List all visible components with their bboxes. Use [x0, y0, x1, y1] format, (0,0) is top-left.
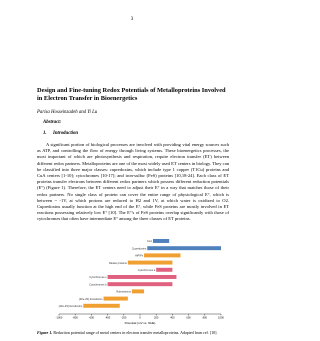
range-bar	[107, 282, 173, 287]
bar-label: HiPIPs	[135, 254, 144, 258]
x-tick-label: 0	[139, 316, 141, 320]
x-tick-label: -1000	[56, 316, 63, 320]
figure: -1000 -800 -600 -400 -200 0 200 400 600 800 1000 Po…	[56, 239, 224, 325]
x-tick-label: -400	[105, 316, 111, 320]
page: {"page_number": "3", "title": "Design an…	[37, 17, 229, 335]
bar-label: [4Fe-4S] ferredoxins	[59, 304, 83, 308]
authors: Parisa Hosseinzadeh and Yi Lu	[37, 110, 98, 115]
section-number: 1.	[43, 131, 47, 136]
x-tick-label: 600	[186, 316, 191, 320]
caption-label: Figure 1.	[37, 330, 53, 335]
range-bar	[152, 239, 170, 243]
x-axis-label: Potential (mV vs. NHE)	[125, 321, 156, 325]
range-bar	[83, 303, 120, 308]
abstract-label: Abstract:	[43, 120, 62, 125]
x-tick-label: 400	[170, 316, 175, 320]
bar-label: [2Fe-2S] ferredoxins	[79, 297, 103, 301]
range-bar	[147, 246, 221, 251]
bar-label: Rubredoxins	[116, 290, 131, 294]
range-bar	[127, 260, 173, 265]
x-tick-label: 1000	[218, 316, 224, 320]
bar-label: Cytochromes b	[89, 282, 107, 286]
x-tick-label: -800	[73, 316, 79, 320]
page-number: 3	[130, 17, 134, 22]
paragraph: A significant portion of biological proc…	[37, 142, 229, 222]
x-tick-label: 800	[203, 316, 208, 320]
bar-label: Rieske proteins	[109, 261, 128, 265]
section-title: Introduction	[53, 131, 79, 136]
bar-label: Cytochromes a	[138, 268, 156, 272]
range-bar	[103, 296, 128, 301]
bar-label: Cytochromes c	[89, 275, 107, 279]
section-heading: 1. Introduction	[43, 131, 78, 136]
range-bar	[156, 267, 173, 272]
x-tick-label: 200	[154, 316, 159, 320]
range-bar	[144, 253, 181, 258]
range-bar	[107, 275, 177, 279]
bar-label: CuA	[147, 239, 152, 243]
x-tick-label: -600	[89, 316, 95, 320]
range-bar	[131, 289, 145, 294]
x-tick-label: -200	[121, 316, 127, 320]
caption: Figure 1. Reduction potential range of m…	[37, 330, 229, 335]
caption-text: Reduction potential range of metal cente…	[53, 330, 218, 335]
paper-title: Design and Fine-tuning Redox Potentials …	[37, 87, 226, 102]
bar-label: Cupredoxins	[132, 246, 147, 250]
